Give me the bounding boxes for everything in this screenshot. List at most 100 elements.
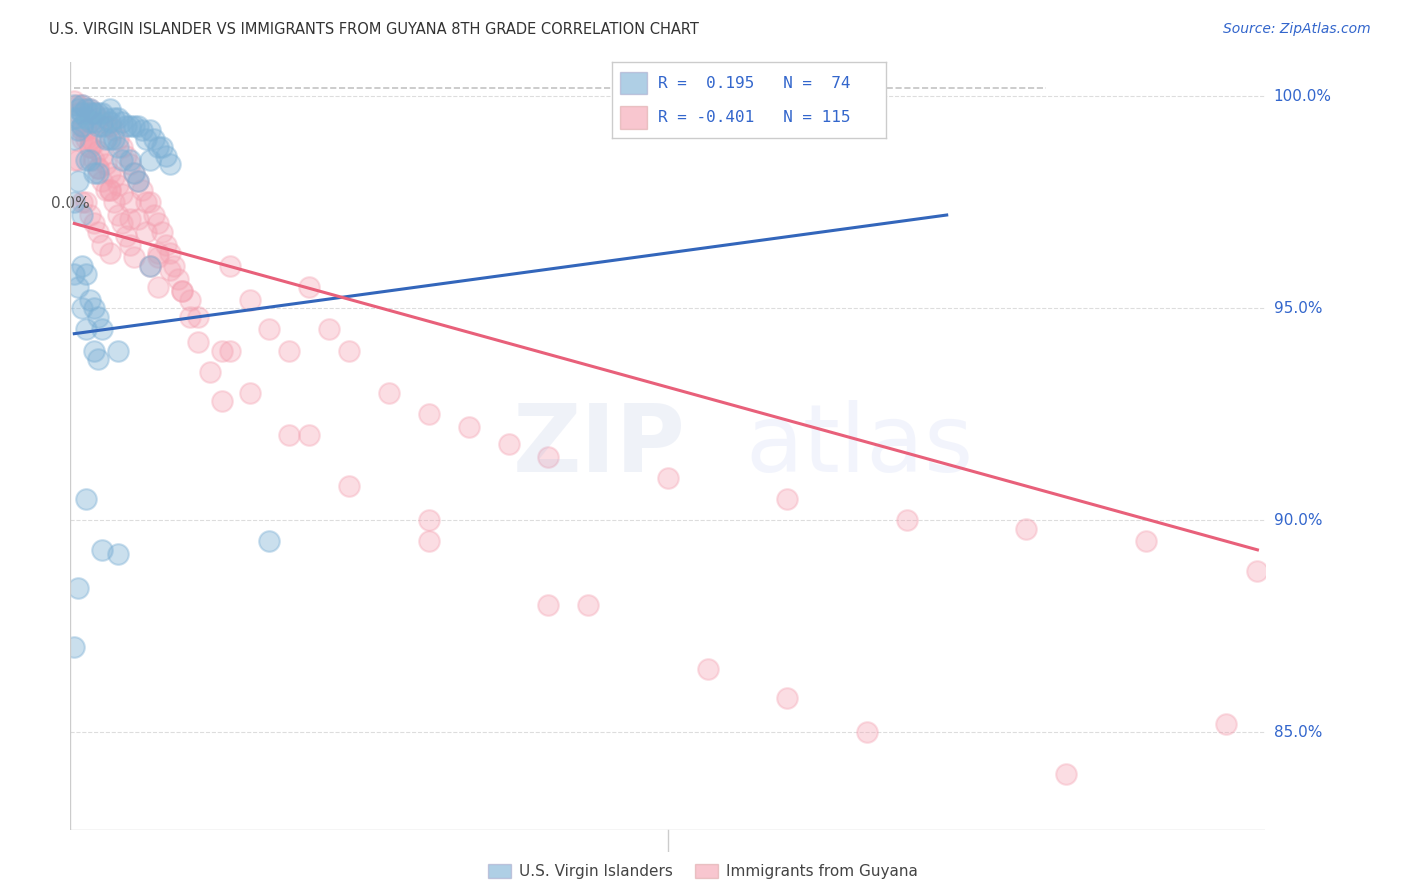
Point: [187, 335, 209, 350]
Text: atlas: atlas: [745, 400, 974, 492]
Point: [298, 280, 321, 294]
Point: [91, 237, 114, 252]
Point: [91, 115, 114, 129]
Point: [146, 140, 169, 154]
Bar: [620, 71, 647, 95]
Point: [87, 145, 110, 159]
Point: [187, 310, 209, 324]
Point: [111, 140, 134, 154]
Point: [457, 420, 479, 434]
Point: [896, 513, 918, 527]
Point: [98, 115, 121, 129]
Point: [576, 598, 599, 612]
Point: [83, 166, 105, 180]
Point: [159, 157, 181, 171]
Point: [170, 285, 193, 299]
Point: [418, 534, 440, 549]
Point: [67, 98, 90, 112]
Point: [122, 119, 145, 133]
Point: [107, 178, 129, 193]
Point: [127, 119, 149, 133]
Point: [159, 246, 181, 260]
Point: [218, 259, 240, 273]
Point: [120, 153, 141, 167]
Point: [179, 293, 201, 307]
Point: [96, 132, 117, 146]
Point: [87, 119, 110, 133]
Point: [115, 119, 138, 133]
Point: [856, 725, 879, 739]
Point: [139, 153, 162, 167]
Point: [127, 174, 149, 188]
Text: R = -0.401   N = 115: R = -0.401 N = 115: [658, 111, 851, 125]
Point: [96, 183, 117, 197]
Point: [87, 111, 110, 125]
Point: [79, 208, 101, 222]
Point: [1015, 522, 1038, 536]
Point: [115, 149, 138, 163]
Point: [96, 111, 117, 125]
Point: [79, 132, 101, 146]
Point: [170, 285, 193, 299]
Legend: U.S. Virgin Islanders, Immigrants from Guyana: U.S. Virgin Islanders, Immigrants from G…: [482, 858, 924, 886]
Point: [1135, 534, 1157, 549]
Point: [211, 394, 233, 409]
Point: [146, 251, 169, 265]
Point: [337, 343, 360, 358]
Point: [418, 513, 440, 527]
Text: 95.0%: 95.0%: [1274, 301, 1322, 316]
Point: [179, 310, 201, 324]
Point: [83, 136, 105, 150]
Point: [67, 123, 90, 137]
Point: [79, 140, 101, 154]
Point: [115, 229, 138, 244]
Bar: [620, 106, 647, 129]
Point: [107, 208, 129, 222]
Point: [91, 106, 114, 120]
Point: [278, 428, 301, 442]
Point: [111, 217, 134, 231]
Point: [1215, 716, 1237, 731]
Point: [91, 149, 114, 163]
Point: [98, 132, 121, 146]
Point: [146, 217, 169, 231]
Point: [150, 225, 173, 239]
Point: [135, 195, 157, 210]
Point: [146, 246, 169, 260]
Point: [79, 102, 101, 116]
Point: [87, 352, 110, 367]
Point: [122, 166, 145, 180]
Point: [91, 174, 114, 188]
Point: [63, 111, 86, 125]
Point: [155, 149, 177, 163]
Point: [103, 123, 125, 137]
Point: [120, 195, 141, 210]
Point: [75, 102, 97, 116]
Point: [87, 225, 110, 239]
Point: [107, 547, 129, 561]
Point: [239, 386, 262, 401]
Point: [98, 246, 121, 260]
Text: 85.0%: 85.0%: [1274, 724, 1322, 739]
Point: [70, 98, 93, 112]
Point: [67, 111, 90, 125]
Point: [143, 208, 166, 222]
Point: [75, 111, 97, 125]
Point: [63, 98, 86, 112]
Point: [83, 153, 105, 167]
Text: R =  0.195   N =  74: R = 0.195 N = 74: [658, 76, 851, 91]
Point: [67, 106, 90, 120]
Point: [111, 153, 134, 167]
Text: U.S. VIRGIN ISLANDER VS IMMIGRANTS FROM GUYANA 8TH GRADE CORRELATION CHART: U.S. VIRGIN ISLANDER VS IMMIGRANTS FROM …: [49, 22, 699, 37]
Point: [657, 471, 679, 485]
Point: [337, 479, 360, 493]
Point: [239, 293, 262, 307]
Point: [75, 153, 97, 167]
Point: [103, 195, 125, 210]
Point: [131, 183, 153, 197]
Point: [127, 212, 149, 227]
Text: 90.0%: 90.0%: [1274, 513, 1322, 528]
Point: [146, 280, 169, 294]
Point: [696, 661, 718, 675]
Point: [155, 237, 177, 252]
